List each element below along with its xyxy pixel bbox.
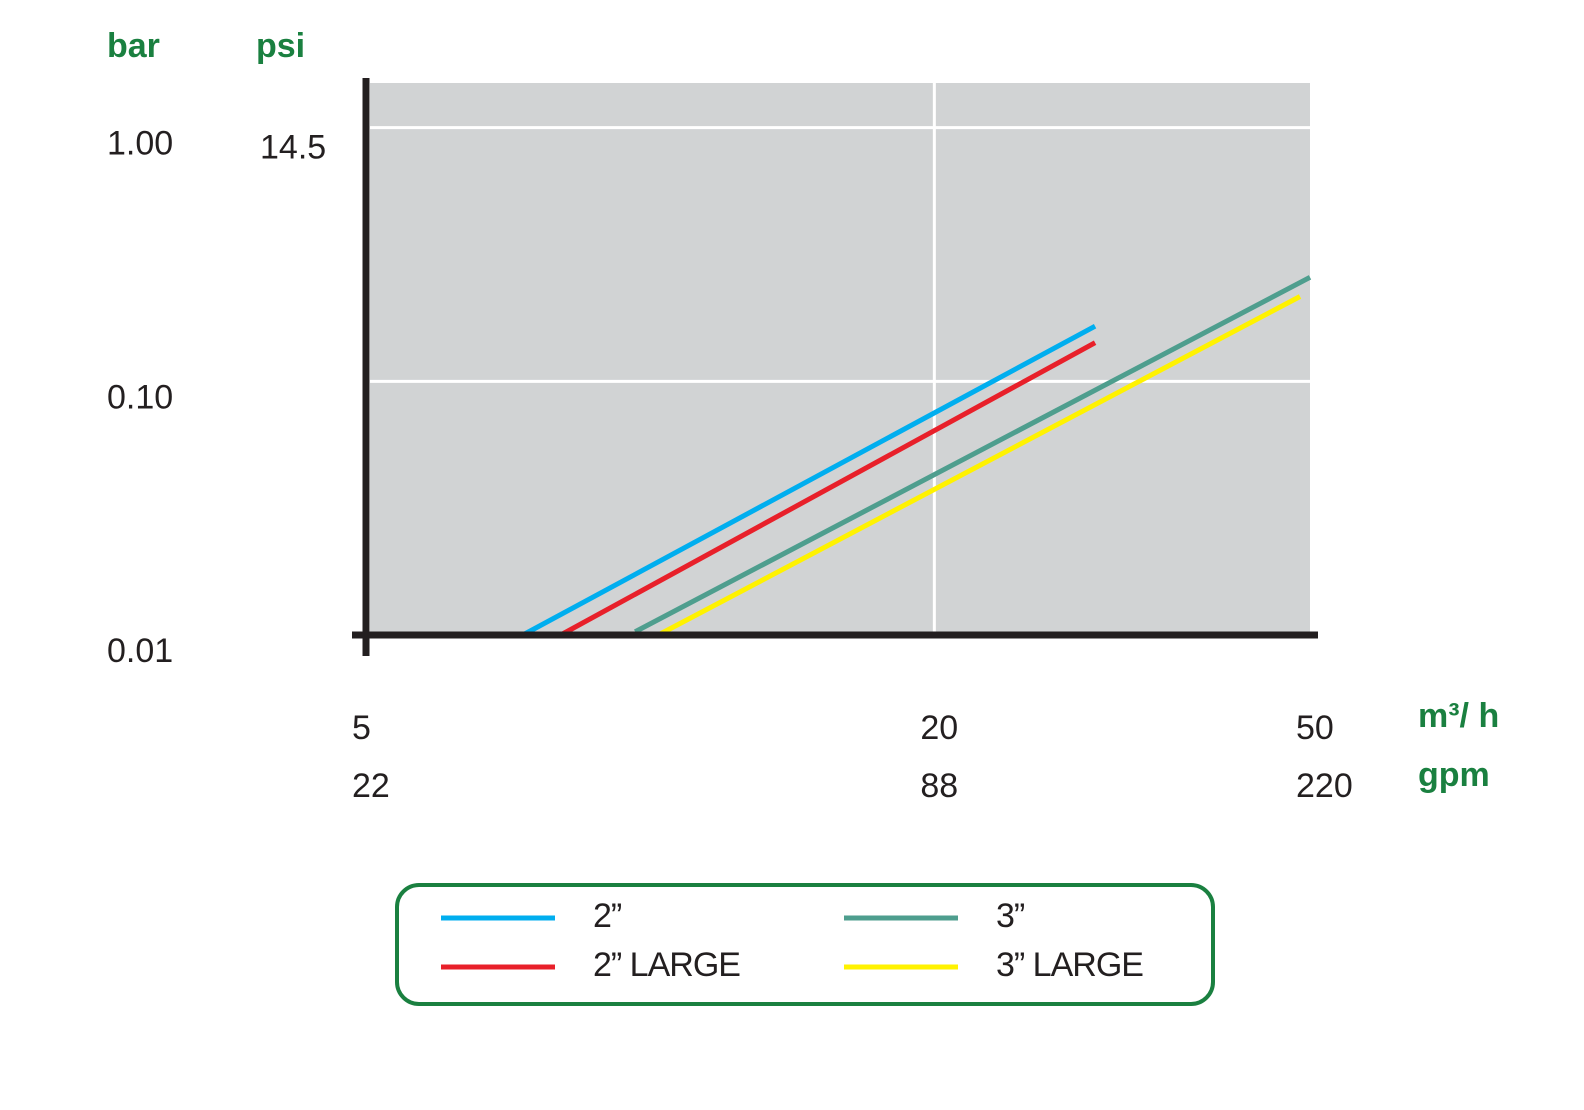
plot-area bbox=[370, 83, 1310, 635]
x2-tick-label: 88 bbox=[920, 767, 958, 805]
legend-label: 3” LARGE bbox=[996, 946, 1143, 984]
x-tick-label: 50 bbox=[1296, 709, 1334, 747]
y2-tick-label: 14.5 bbox=[260, 129, 326, 167]
x2-tick-label: 220 bbox=[1296, 767, 1353, 805]
legend-label: 2” LARGE bbox=[593, 946, 740, 984]
series-line bbox=[633, 275, 1312, 634]
series-line bbox=[657, 294, 1302, 638]
y-tick-label: 1.00 bbox=[107, 125, 173, 163]
legend-box bbox=[395, 883, 1215, 1006]
x2-tick-label: 22 bbox=[352, 767, 390, 805]
y-tick-label: 0.01 bbox=[107, 632, 173, 670]
x2-axis-title: gpm bbox=[1418, 756, 1490, 794]
y-tick-label: 0.10 bbox=[107, 378, 173, 416]
x-tick-label: 5 bbox=[352, 709, 371, 747]
series-line bbox=[521, 323, 1097, 638]
x-axis-title: m³/ h bbox=[1418, 697, 1499, 735]
x-tick-label: 20 bbox=[920, 709, 958, 747]
legend-label: 2” bbox=[593, 897, 622, 935]
series-line bbox=[559, 340, 1097, 638]
y2-axis-title: psi bbox=[256, 27, 305, 65]
legend-label: 3” bbox=[996, 897, 1025, 935]
y-axis-title: bar bbox=[107, 27, 160, 65]
